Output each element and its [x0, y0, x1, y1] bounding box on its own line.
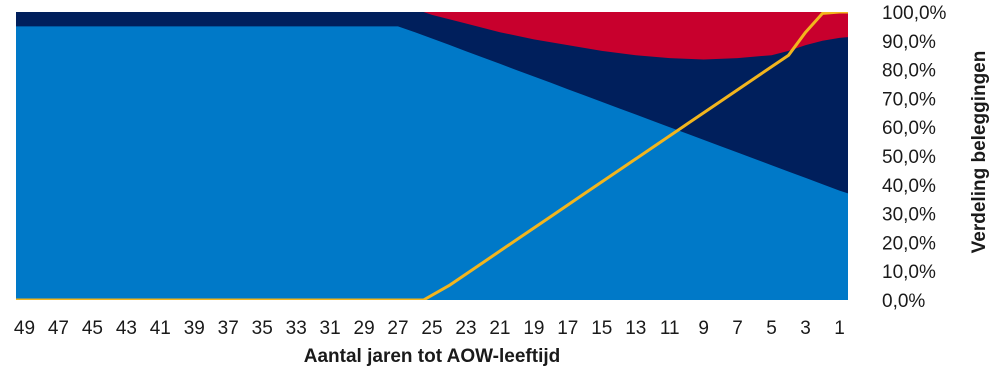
x-tick-label: 45	[82, 318, 103, 339]
y-tick-label: 100,0%	[882, 3, 947, 24]
x-tick-label: 25	[421, 318, 442, 339]
y-tick-label: 70,0%	[882, 89, 936, 110]
y-tick-label: 60,0%	[882, 118, 936, 139]
x-tick-label: 23	[455, 318, 476, 339]
x-tick-label: 33	[286, 318, 307, 339]
y-tick-label: 0,0%	[882, 291, 925, 312]
x-tick-label: 29	[354, 318, 375, 339]
y-tick-label: 80,0%	[882, 61, 936, 82]
line-layer	[16, 12, 848, 300]
x-tick-label: 13	[625, 318, 646, 339]
x-tick-label: 21	[489, 318, 510, 339]
y-tick-label: 20,0%	[882, 233, 936, 254]
y-axis-title: Verdeling beleggingen	[969, 51, 990, 254]
y-tick-label: 50,0%	[882, 147, 936, 168]
y-tick-label: 90,0%	[882, 32, 936, 53]
y-tick-label: 30,0%	[882, 205, 936, 226]
x-tick-label: 31	[320, 318, 341, 339]
x-tick-label: 27	[387, 318, 408, 339]
plot-layer	[16, 12, 848, 300]
y-tick-label: 10,0%	[882, 262, 936, 283]
x-tick-label: 37	[218, 318, 239, 339]
x-tick-label: 19	[523, 318, 544, 339]
y-tick-labels: 0,0% 10,0% 20,0% 30,0% 40,0% 50,0% 60,0% 70,0% 8…	[882, 3, 947, 312]
x-tick-label: 43	[116, 318, 137, 339]
x-tick-labels: 49 47 45 43 41 39 37 35 33 31 29 27 25 23 21 19 17 15 13 11…	[14, 318, 845, 339]
series-line	[16, 12, 848, 300]
x-tick-label: 17	[557, 318, 578, 339]
x-tick-label: 11	[660, 318, 680, 339]
x-tick-label: 7	[732, 318, 743, 339]
x-tick-label: 41	[150, 318, 171, 339]
x-tick-label: 1	[834, 318, 845, 339]
area-bottom	[16, 26, 848, 300]
x-tick-label: 3	[800, 318, 811, 339]
x-tick-label: 9	[698, 318, 709, 339]
x-axis-title: Aantal jaren tot AOW-leeftijd	[304, 346, 560, 367]
x-tick-label: 49	[14, 318, 35, 339]
x-tick-label: 47	[48, 318, 69, 339]
x-tick-label: 15	[591, 318, 612, 339]
y-tick-label: 40,0%	[882, 176, 936, 197]
x-tick-label: 35	[252, 318, 273, 339]
x-tick-label: 39	[184, 318, 205, 339]
x-tick-label: 5	[766, 318, 777, 339]
